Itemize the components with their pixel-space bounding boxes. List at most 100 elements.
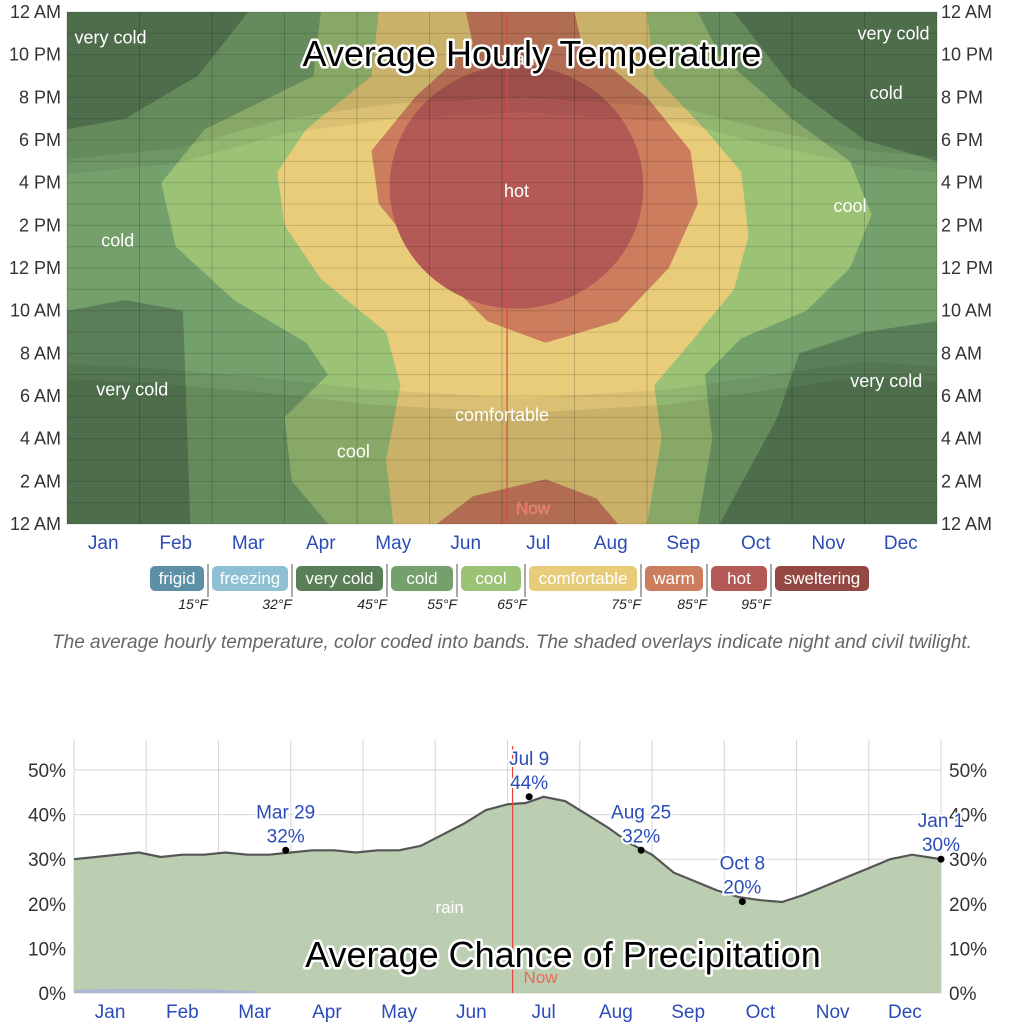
x-tick-label: Sep <box>666 533 700 554</box>
x-tick-label: May <box>381 1002 417 1022</box>
x-tick-label: Jun <box>450 533 481 554</box>
legend-label: freezing <box>220 569 280 588</box>
callout-date: Mar 29 <box>256 802 315 823</box>
y-tick-label-right: 10% <box>949 939 987 960</box>
y-tick-label-left: 20% <box>28 895 66 916</box>
y-tick-label-left: 10% <box>28 939 66 960</box>
x-tick-label: Jun <box>456 1002 487 1022</box>
y-tick-label-right: 6 PM <box>941 130 983 150</box>
legend-label: hot <box>727 569 751 588</box>
legend-threshold: 32°F <box>262 596 293 612</box>
x-tick-label: Jan <box>95 1002 126 1022</box>
band-label: warm <box>501 49 546 69</box>
legend-threshold: 45°F <box>357 596 388 612</box>
x-tick-label: Aug <box>599 1002 633 1022</box>
band-hot <box>389 65 644 309</box>
legend-threshold: 15°F <box>178 596 209 612</box>
x-tick-label: Jul <box>526 533 550 554</box>
x-tick-label: Oct <box>746 1002 776 1022</box>
x-tick-label: Oct <box>741 533 771 554</box>
temperature-legend: frigid freezing very cold cold cool comfortab… <box>150 564 869 612</box>
legend-swatch <box>775 566 869 591</box>
y-tick-label-right: 40% <box>949 806 987 827</box>
y-tick-label-right: 4 PM <box>941 173 983 193</box>
y-tick-label-left: 8 AM <box>20 343 61 363</box>
rain-area <box>74 796 941 993</box>
y-tick-label-left: 10 AM <box>10 301 61 321</box>
callout-point <box>738 898 746 906</box>
y-tick-label-right: 50% <box>949 761 987 782</box>
y-tick-label-left: 50% <box>28 761 66 782</box>
now-label: Now <box>516 499 551 518</box>
callout-point <box>637 846 645 854</box>
y-tick-label-right: 4 AM <box>941 429 982 449</box>
band-label: cold <box>870 83 903 103</box>
y-tick-label-right: 2 PM <box>941 215 983 235</box>
y-tick-label-left: 10 PM <box>9 45 61 65</box>
series-label: rain <box>436 898 464 917</box>
x-tick-label: Apr <box>312 1002 342 1022</box>
legend-threshold: 65°F <box>497 596 528 612</box>
x-tick-label: May <box>375 533 411 554</box>
y-tick-label-left: 4 PM <box>19 173 61 193</box>
legend-threshold: 75°F <box>611 596 642 612</box>
x-tick-label: Dec <box>888 1002 922 1022</box>
twilight-overlay-morning <box>67 361 937 414</box>
callout-date: Jan 1 <box>918 811 964 832</box>
y-tick-label-right: 20% <box>949 895 987 916</box>
callout-value: 44% <box>510 773 548 794</box>
y-tick-label-right: 2 AM <box>941 471 982 491</box>
night-overlay-evening <box>67 12 937 160</box>
y-tick-label-right: 6 AM <box>941 386 982 406</box>
y-tick-label-left: 12 AM <box>10 514 61 534</box>
y-tick-label-left: 30% <box>28 850 66 871</box>
x-tick-label: Feb <box>166 1002 199 1022</box>
x-tick-label: Aug <box>594 533 628 554</box>
legend-threshold: 85°F <box>677 596 708 612</box>
legend-threshold: 55°F <box>427 596 458 612</box>
legend-label: comfortable <box>539 569 628 588</box>
legend-swatch <box>212 566 288 591</box>
legend-swatch <box>711 566 767 591</box>
rain-line <box>73 795 942 904</box>
chart-title: Average Hourly Temperature <box>303 33 762 74</box>
callout-value: 32% <box>267 826 305 847</box>
twilight-overlay-evening <box>67 97 937 175</box>
band-label: very cold <box>74 28 146 48</box>
band-label: very cold <box>96 380 168 400</box>
band-label: comfortable <box>455 405 549 425</box>
band-label: cold <box>101 230 134 250</box>
y-tick-label-left: 8 PM <box>19 87 61 107</box>
y-tick-label-right: 30% <box>949 850 987 871</box>
night-overlay-morning <box>67 376 937 524</box>
now-label: Now <box>524 968 559 987</box>
legend-swatch <box>296 566 383 591</box>
x-tick-label: Dec <box>884 533 918 554</box>
callout-date: Oct 8 <box>720 854 765 875</box>
x-tick-label: Sep <box>671 1002 705 1022</box>
y-tick-label-left: 6 AM <box>20 386 61 406</box>
precipitation-chart: 0% 0%10% 10%20% 20%30% 30%40% 40%50% 50%Nowrai… <box>28 740 987 1022</box>
x-tick-label: Mar <box>232 533 265 554</box>
y-tick-label-right: 10 AM <box>941 301 992 321</box>
x-tick-label: Apr <box>306 533 336 554</box>
y-tick-label-right: 12 AM <box>941 2 992 22</box>
y-tick-label-left: 40% <box>28 806 66 827</box>
x-tick-label: Mar <box>238 1002 271 1022</box>
band-label: cool <box>833 196 866 216</box>
y-tick-label-left: 2 PM <box>19 215 61 235</box>
callout-point <box>525 793 533 801</box>
legend-label: very cold <box>305 569 373 588</box>
callout-date: Aug 25 <box>611 802 671 823</box>
callout-value: 30% <box>922 835 960 856</box>
y-tick-label-right: 10 PM <box>941 45 993 65</box>
legend-threshold: 95°F <box>741 596 772 612</box>
y-tick-label-left: 0% <box>39 984 67 1005</box>
band-warm-night <box>436 479 618 524</box>
y-tick-label-right: 0% <box>949 984 977 1005</box>
legend-label: warm <box>652 569 695 588</box>
temperature-chart: Now very cold very cold cold cool cold hot very… <box>9 2 993 554</box>
chart-title: Average Chance of Precipitation <box>305 934 821 975</box>
y-tick-label-right: 12 PM <box>941 258 993 278</box>
y-tick-label-left: 4 AM <box>20 429 61 449</box>
